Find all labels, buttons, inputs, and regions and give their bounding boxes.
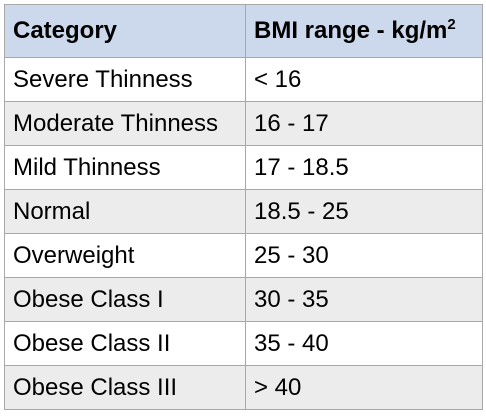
header-bmi-range-label: BMI range - kg/m bbox=[254, 17, 448, 44]
cell-category: Normal bbox=[4, 189, 246, 234]
cell-bmi-range: 35 - 40 bbox=[245, 321, 483, 366]
cell-bmi-range: < 16 bbox=[245, 57, 483, 102]
cell-bmi-range: 30 - 35 bbox=[245, 277, 483, 322]
cell-category: Mild Thinness bbox=[4, 145, 246, 190]
header-bmi-range-exponent: 2 bbox=[447, 16, 456, 33]
cell-bmi-range: 25 - 30 bbox=[245, 233, 483, 278]
cell-category: Obese Class II bbox=[4, 321, 246, 366]
header-bmi-range: BMI range - kg/m2 bbox=[245, 4, 483, 58]
cell-category: Obese Class III bbox=[4, 365, 246, 410]
table-row: Overweight 25 - 30 bbox=[4, 233, 483, 278]
table-row: Mild Thinness 17 - 18.5 bbox=[4, 145, 483, 190]
table-row: Normal 18.5 - 25 bbox=[4, 189, 483, 234]
table-row: Obese Class III > 40 bbox=[4, 365, 483, 410]
cell-bmi-range: 17 - 18.5 bbox=[245, 145, 483, 190]
cell-category: Overweight bbox=[4, 233, 246, 278]
cell-category: Moderate Thinness bbox=[4, 101, 246, 146]
header-category: Category bbox=[4, 4, 246, 58]
table-row: Moderate Thinness 16 - 17 bbox=[4, 101, 483, 146]
cell-category: Severe Thinness bbox=[4, 57, 246, 102]
table-row: Severe Thinness < 16 bbox=[4, 57, 483, 102]
cell-bmi-range: 16 - 17 bbox=[245, 101, 483, 146]
table-row: Obese Class I 30 - 35 bbox=[4, 277, 483, 322]
table-row: Obese Class II 35 - 40 bbox=[4, 321, 483, 366]
cell-category: Obese Class I bbox=[4, 277, 246, 322]
header-row: Category BMI range - kg/m2 bbox=[4, 4, 483, 58]
bmi-category-table: Category BMI range - kg/m2 Severe Thinne… bbox=[4, 4, 483, 410]
cell-bmi-range: 18.5 - 25 bbox=[245, 189, 483, 234]
cell-bmi-range: > 40 bbox=[245, 365, 483, 410]
